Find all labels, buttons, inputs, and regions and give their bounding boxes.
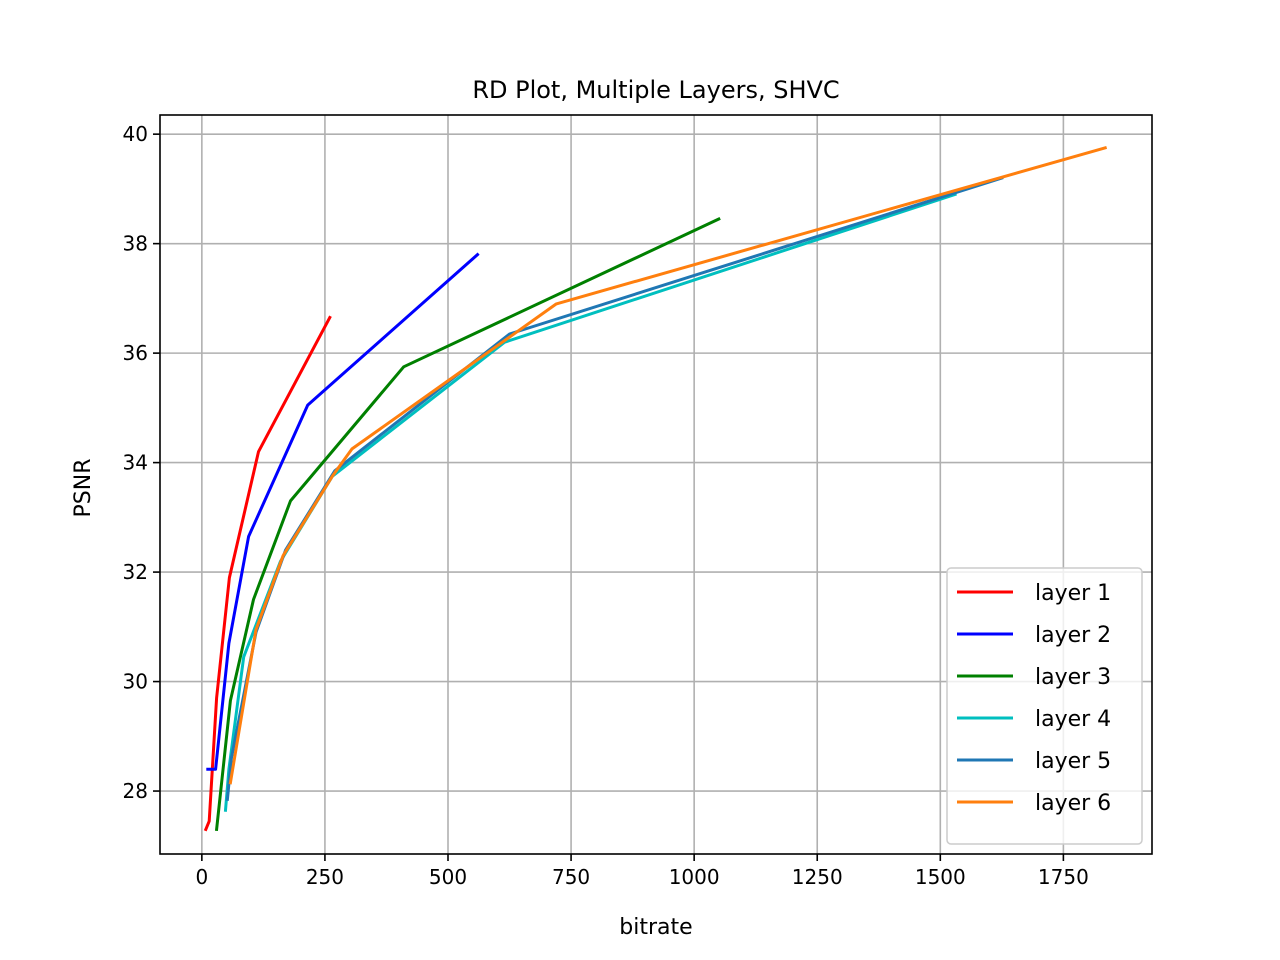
legend-label-layer-2: layer 2 [1035, 623, 1111, 648]
y-axis: 28 30 32 34 36 38 40 [123, 122, 160, 803]
x-tick-label: 0 [195, 865, 208, 889]
chart-title: RD Plot, Multiple Layers, SHVC [472, 76, 839, 104]
series-line-layer-3 [214, 217, 721, 832]
x-axis: 0 250 500 750 1000 1250 1500 1750 [195, 854, 1089, 889]
x-axis-label: bitrate [619, 915, 692, 940]
legend-label-layer-3: layer 3 [1035, 665, 1111, 690]
series-line-layer-1 [203, 315, 332, 832]
y-tick-label: 32 [123, 560, 148, 584]
y-tick-label: 34 [123, 451, 148, 475]
x-tick-label: 500 [429, 865, 467, 889]
x-tick-label: 1500 [915, 865, 966, 889]
legend-label-layer-5: layer 5 [1035, 749, 1111, 774]
y-axis-label: PSNR [71, 459, 96, 518]
x-tick-label: 1250 [792, 865, 843, 889]
x-tick-label: 250 [306, 865, 344, 889]
series-line-layer-2 [206, 252, 480, 771]
plot-area-frame [159, 114, 1153, 855]
legend-label-layer-6: layer 6 [1035, 791, 1111, 816]
legend-label-layer-1: layer 1 [1035, 581, 1111, 606]
x-tick-label: 750 [552, 865, 590, 889]
x-tick-label: 1000 [669, 865, 720, 889]
y-tick-label: 28 [123, 779, 148, 803]
legend: layer 1 layer 2 layer 3 layer 4 layer 5 layer… [946, 567, 1143, 845]
y-tick-label: 38 [123, 232, 148, 256]
series-group [203, 145, 1108, 832]
series-line-layer-6 [228, 145, 1108, 785]
y-tick-label: 36 [123, 341, 148, 365]
legend-box [946, 567, 1143, 845]
y-tick-label: 30 [123, 670, 148, 694]
y-tick-label: 40 [123, 122, 148, 146]
legend-label-layer-4: layer 4 [1035, 707, 1111, 732]
x-tick-label: 1750 [1038, 865, 1089, 889]
